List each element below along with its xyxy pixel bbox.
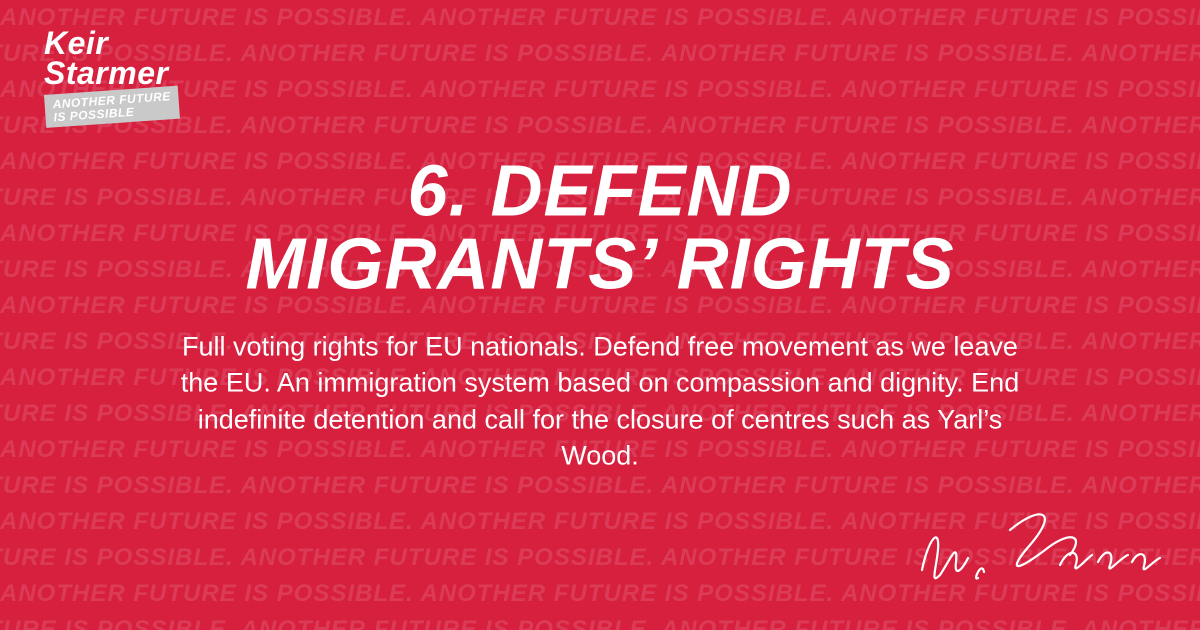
signature <box>910 500 1170 610</box>
logo-tagline: ANOTHER FUTURE IS POSSIBLE <box>44 85 180 127</box>
logo-name-line2: Starmer <box>44 55 168 91</box>
logo: Keir Starmer ANOTHER FUTURE IS POSSIBLE <box>44 28 224 128</box>
headline-line1: 6. DEFEND <box>407 152 792 232</box>
body-text: Full voting rights for EU nationals. Def… <box>140 329 1060 475</box>
headline-line2: MIGRANTS’ RIGHTS <box>245 225 954 305</box>
headline: 6. DEFEND MIGRANTS’ RIGHTS <box>140 156 1060 303</box>
logo-name: Keir Starmer <box>44 28 224 89</box>
main-content: 6. DEFEND MIGRANTS’ RIGHTS Full voting r… <box>140 156 1060 475</box>
